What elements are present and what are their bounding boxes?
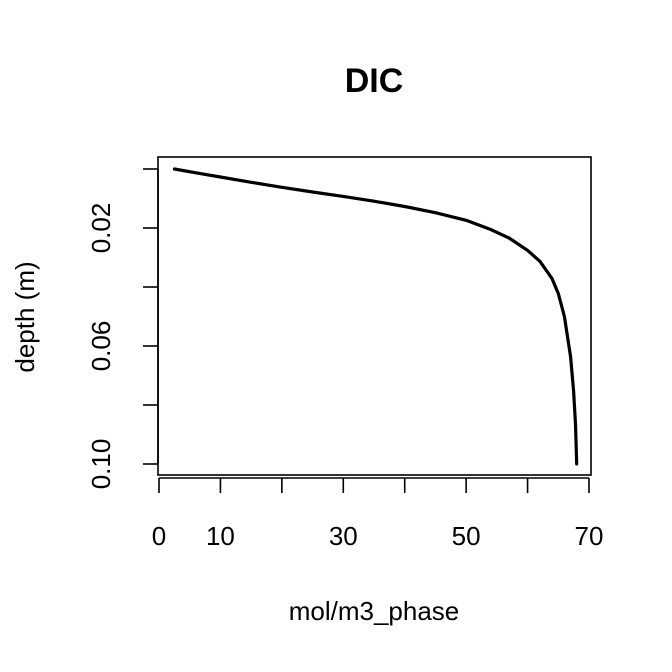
x-tick-label: 50 [452, 521, 481, 551]
y-tick-label: 0.10 [86, 439, 116, 490]
y-axis: 0.02 0.06 0.10 [86, 168, 159, 490]
plot-frame [157, 156, 592, 476]
x-tick-label: 70 [575, 521, 604, 551]
x-tick-label: 10 [206, 521, 235, 551]
x-tick-label: 0 [152, 521, 166, 551]
x-axis: 0 10 30 50 70 [152, 477, 604, 551]
y-tick-label: 0.02 [86, 203, 116, 254]
x-tick-label: 30 [329, 521, 358, 551]
x-axis-label: mol/m3_phase [289, 596, 460, 626]
y-axis-label: depth (m) [10, 261, 40, 372]
series-line [172, 167, 579, 466]
series-layer [172, 167, 579, 466]
y-tick-label: 0.06 [86, 321, 116, 372]
chart-title: DIC [345, 62, 404, 100]
